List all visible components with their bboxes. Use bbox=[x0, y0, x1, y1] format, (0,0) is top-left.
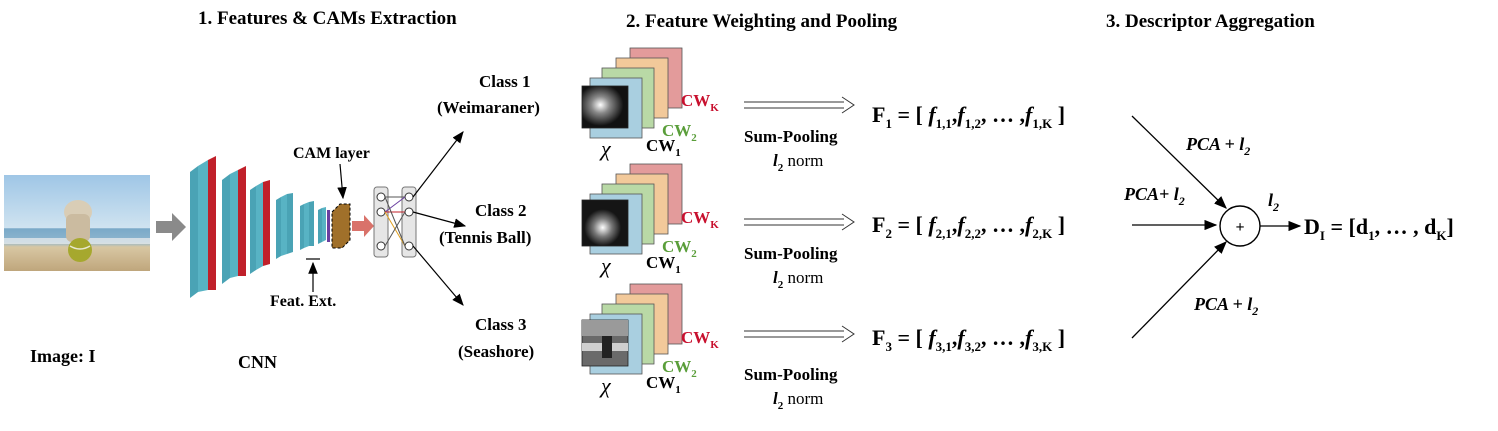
descriptor-formula: DI = [d1, … , dK] bbox=[1304, 214, 1454, 243]
cam-layer-pointer bbox=[337, 163, 347, 200]
cw-2-3: CW2 bbox=[662, 357, 697, 380]
arrow-to-class-2 bbox=[412, 211, 467, 228]
cw-2-2: CW2 bbox=[662, 237, 697, 260]
class-1-desc: (Weimaraner) bbox=[437, 98, 540, 117]
cw-1-2: CW1 bbox=[646, 253, 681, 276]
arrow-to-class-1 bbox=[412, 131, 464, 198]
pca-label-2: PCA+ l2 bbox=[1123, 184, 1185, 208]
pca-label-1: PCA + l2 bbox=[1185, 134, 1250, 158]
chi-3: χ bbox=[599, 373, 612, 398]
agg-arrow-1 bbox=[1131, 115, 1227, 209]
cw-1-1: CW1 bbox=[646, 136, 681, 159]
pca-label-3: PCA + l2 bbox=[1193, 294, 1258, 318]
class-row-2: Class 2 (Tennis Ball) χ CWK CW2 CW1 Sum-… bbox=[439, 163, 1065, 291]
heading-step-2: 2. Feature Weighting and Pooling bbox=[626, 11, 898, 32]
cw-1-3: CW1 bbox=[646, 373, 681, 396]
feature-stack-3 bbox=[581, 283, 683, 375]
fc-layers bbox=[373, 186, 417, 258]
class-3-name: Class 3 bbox=[475, 315, 526, 334]
agg-arrow-3 bbox=[1131, 241, 1227, 339]
cam-layer-label: CAM layer bbox=[293, 145, 370, 162]
arrow-to-class-3 bbox=[412, 245, 464, 306]
sum-node-symbol: + bbox=[1235, 219, 1244, 236]
formula-f3: F3 = [ f3,1,f3,2, … ,f3,K ] bbox=[872, 325, 1065, 354]
input-image bbox=[4, 175, 150, 271]
class-row-3: Class 3 (Seashore) χ CWK CW2 CW1 Sum-Poo… bbox=[458, 283, 1065, 412]
class-2-name: Class 2 bbox=[475, 201, 526, 220]
output-l2-label: l2 bbox=[1268, 190, 1279, 214]
pooling-label-3: Sum-Pooling bbox=[744, 365, 838, 384]
heading-step-1: 1. Features & CAMs Extraction bbox=[198, 8, 457, 29]
pooling-label-2: Sum-Pooling bbox=[744, 244, 838, 263]
cw-2-1: CW2 bbox=[662, 121, 697, 144]
cw-k-2: CWK bbox=[681, 208, 719, 231]
class-1-name: Class 1 bbox=[479, 72, 530, 91]
norm-label-3: l2 norm bbox=[773, 389, 823, 412]
hollow-arrow-2 bbox=[744, 213, 855, 231]
hollow-arrow-1 bbox=[744, 96, 855, 114]
feat-ext-label: Feat. Ext. bbox=[270, 293, 336, 310]
class-2-desc: (Tennis Ball) bbox=[439, 228, 531, 247]
chi-1: χ bbox=[599, 136, 612, 161]
image-label: Image: I bbox=[30, 346, 96, 366]
cw-k-3: CWK bbox=[681, 328, 719, 351]
pooling-label-1: Sum-Pooling bbox=[744, 127, 838, 146]
formula-f2: F2 = [ f2,1,f2,2, … ,f2,K ] bbox=[872, 212, 1065, 241]
hollow-arrow-3 bbox=[744, 325, 855, 343]
chi-2: χ bbox=[599, 253, 612, 278]
cnn-layers bbox=[190, 156, 374, 298]
cw-k-1: CWK bbox=[681, 91, 719, 114]
norm-label-1: l2 norm bbox=[773, 151, 823, 174]
feature-stack-1 bbox=[581, 47, 683, 139]
class-row-1: Class 1 (Weimaraner) χ CWK CW2 CW1 Sum-P… bbox=[437, 47, 1065, 174]
class-3-desc: (Seashore) bbox=[458, 342, 534, 361]
norm-label-2: l2 norm bbox=[773, 268, 823, 291]
formula-f1: F1 = [ f1,1,f1,2, … ,f1,K ] bbox=[872, 102, 1065, 131]
feature-stack-2 bbox=[581, 163, 683, 255]
cnn-label: CNN bbox=[238, 352, 277, 372]
heading-step-3: 3. Descriptor Aggregation bbox=[1106, 11, 1315, 32]
input-arrow bbox=[156, 213, 186, 241]
